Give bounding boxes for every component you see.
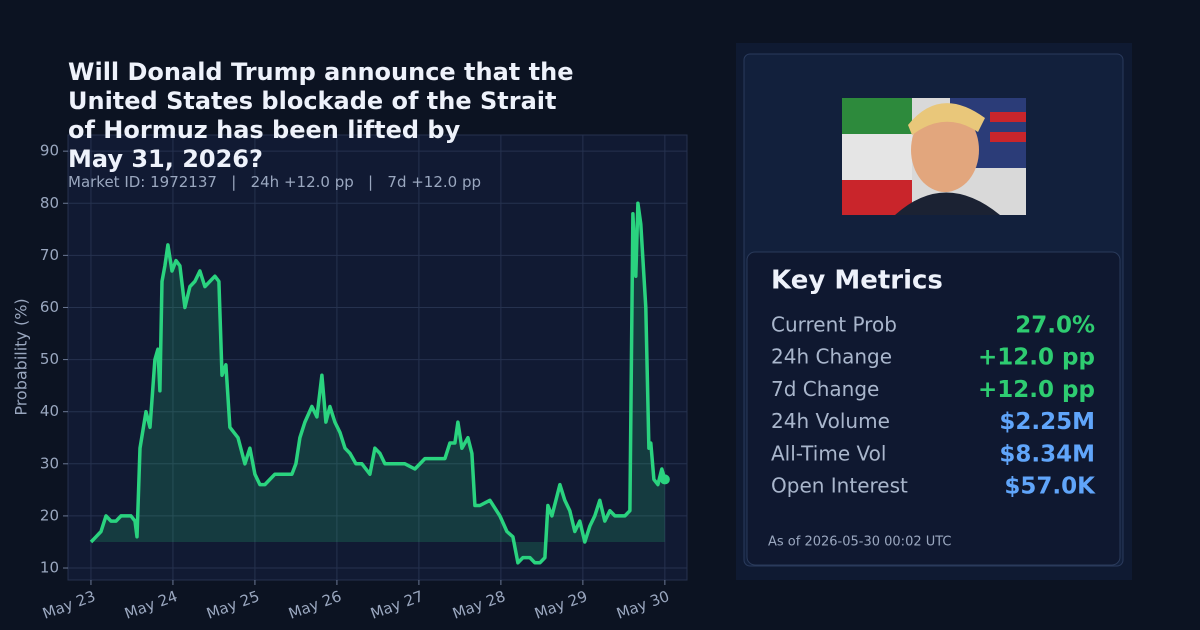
x-tick-label: May 27 — [368, 587, 426, 623]
end-marker — [659, 474, 670, 485]
line — [89, 201, 667, 565]
x-tick-label: May 23 — [40, 587, 98, 623]
metric-label: All-Time Vol — [771, 441, 886, 465]
area — [90, 203, 665, 563]
chart-subtitle: Market ID: 1972137 | 24h +12.0 pp | 7d +… — [68, 173, 482, 191]
y-tick-label: 60 — [40, 298, 59, 316]
x-tick-label: May 26 — [286, 587, 344, 623]
y-tick-label: 30 — [40, 454, 59, 472]
metric-value: +12.0 pp — [978, 377, 1095, 403]
x-tick-label: May 24 — [122, 587, 180, 623]
y-tick-label: 10 — [40, 559, 59, 577]
metrics-card — [746, 251, 1121, 566]
chart-title: Will Donald Trump announce that the Unit… — [68, 58, 574, 173]
metric-label: Current Prob — [771, 313, 897, 337]
photo — [842, 98, 1026, 215]
metric-value: 27.0% — [1015, 313, 1095, 339]
x-tick-label: May 29 — [532, 587, 590, 623]
x-tick-label: May 28 — [450, 587, 508, 623]
marks — [89, 201, 670, 565]
y-axis-label: Probability (%) — [12, 298, 31, 415]
y-tick-label: 20 — [40, 506, 59, 524]
y-tick-label: 90 — [40, 142, 59, 160]
metric-label: 24h Volume — [771, 409, 890, 433]
metric-label: 24h Change — [771, 345, 892, 369]
y-tick-label: 80 — [40, 194, 59, 212]
plot-area — [67, 134, 688, 581]
metric-value: $8.34M — [999, 441, 1095, 467]
y-tick-label: 40 — [40, 402, 59, 420]
panel-heading: Key Metrics — [771, 266, 943, 296]
y-tick-label: 50 — [40, 350, 59, 368]
metric-label: 7d Change — [771, 377, 879, 401]
x-tick-label: May 30 — [614, 587, 672, 623]
as-of: As of 2026-05-30 00:02 UTC — [768, 535, 952, 550]
metric-label: Open Interest — [771, 474, 908, 498]
metric-value: $57.0K — [1004, 474, 1096, 500]
metric-value: +12.0 pp — [978, 345, 1095, 371]
x-tick-label: May 25 — [204, 587, 262, 623]
y-tick-label: 70 — [40, 246, 59, 264]
metric-value: $2.25M — [999, 409, 1095, 435]
